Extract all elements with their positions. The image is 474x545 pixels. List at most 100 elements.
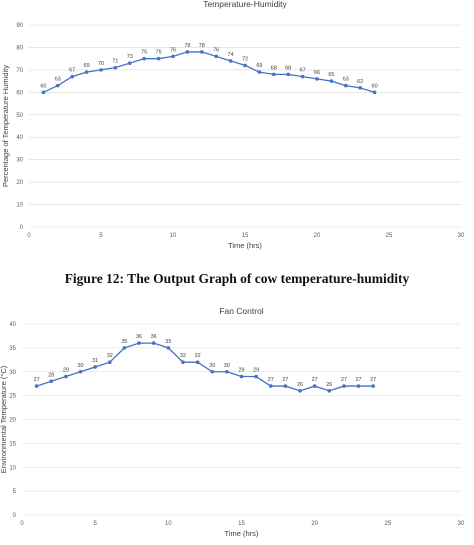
chart-0-data-label: 69 bbox=[256, 63, 262, 69]
chart-1-data-label: 27 bbox=[356, 377, 362, 383]
chart-0-data-point bbox=[358, 86, 363, 90]
chart-0-data-point bbox=[257, 70, 262, 74]
temperature-humidity-plot: Temperature-Humidity 0 10 20 30 40 50 60 70 80 90 0… bbox=[1, 0, 465, 250]
chart-0-data-point bbox=[228, 59, 233, 63]
figure-caption: Figure 12: The Output Graph of cow tempe… bbox=[64, 271, 410, 286]
chart-1-data-point bbox=[239, 374, 244, 379]
chart-1-x-axis-label: Time (hrs) bbox=[225, 529, 259, 538]
chart-0-data-point bbox=[185, 50, 190, 54]
chart-1-data-point bbox=[225, 369, 229, 374]
chart-0-data-label: 71 bbox=[112, 59, 118, 65]
chart-0-y-axis-label: Percentage of Temperature Humidity bbox=[1, 65, 10, 187]
chart-1-data-label: 27 bbox=[312, 377, 318, 383]
chart-0-data-point bbox=[300, 74, 305, 79]
chart-0-y-tick-label: 30 bbox=[16, 158, 23, 164]
chart-0-data-label: 63 bbox=[343, 77, 349, 83]
chart-0-data-label: 60 bbox=[372, 83, 378, 89]
chart-0-data-label: 75 bbox=[141, 50, 147, 56]
chart-0-data-label: 76 bbox=[213, 47, 219, 53]
chart-1-data-point bbox=[371, 384, 376, 388]
chart-1-data-label: 27 bbox=[268, 377, 274, 383]
chart-0-series-line bbox=[43, 51, 375, 93]
chart-0-x-tick-label: 10 bbox=[170, 233, 177, 239]
chart-0-y-tick-label: 10 bbox=[16, 203, 23, 209]
chart-1-data-point bbox=[283, 384, 288, 388]
chart-0-data-label: 73 bbox=[127, 54, 133, 60]
chart-1-y-tick-label: 25 bbox=[9, 394, 16, 400]
chart-0-data-point bbox=[344, 83, 348, 88]
chart-0-data-point bbox=[214, 54, 218, 59]
chart-1-data-label: 35 bbox=[165, 339, 171, 345]
chart-0-data-point bbox=[286, 72, 291, 77]
chart-0-x-axis-label: Time (hrs) bbox=[228, 241, 262, 250]
chart-0-data-point bbox=[113, 65, 118, 70]
chart-1-data-label: 27 bbox=[370, 377, 376, 383]
chart-1-data-label: 30 bbox=[224, 363, 230, 369]
chart-1-data-label: 29 bbox=[63, 368, 69, 374]
chart-1-data-label: 26 bbox=[326, 382, 332, 388]
fan-control-chart: Fan Control 0 5 10 15 20 25 30 35 40 0 5 10 15 20 25 30 T… bbox=[0, 300, 474, 545]
chart-1-data-label: 26 bbox=[297, 382, 303, 388]
chart-1-data-label: 32 bbox=[195, 353, 201, 359]
chart-1-data-label: 31 bbox=[92, 358, 98, 364]
chart-1-data-point bbox=[254, 374, 258, 379]
chart-1-data-label: 36 bbox=[151, 334, 157, 340]
chart-1-y-tick-label: 10 bbox=[9, 465, 16, 471]
chart-0-y-tick-label: 60 bbox=[16, 90, 23, 96]
chart-1-data-label: 30 bbox=[77, 363, 83, 369]
chart-0-data-point bbox=[70, 74, 74, 79]
chart-1-data-point bbox=[108, 360, 112, 364]
chart-0-data-label: 78 bbox=[199, 43, 205, 49]
chart-0-data-label: 70 bbox=[98, 61, 104, 67]
chart-0-y-tick-label: 70 bbox=[16, 68, 23, 74]
chart-0-data-label: 68 bbox=[285, 65, 291, 71]
chart-1-data-label: 28 bbox=[48, 372, 54, 378]
chart-1-data-label: 27 bbox=[34, 377, 40, 383]
chart-0-data-label: 60 bbox=[40, 83, 46, 89]
chart-1-data-point bbox=[356, 384, 361, 388]
chart-0-data-point bbox=[243, 63, 247, 68]
chart-1-y-tick-label: 5 bbox=[13, 489, 17, 495]
chart-0-data-label: 72 bbox=[242, 56, 248, 62]
chart-0-data-point bbox=[41, 90, 46, 95]
chart-0-data-label: 67 bbox=[300, 68, 306, 74]
chart-0-y-tick-label: 0 bbox=[20, 225, 24, 231]
chart-1-data-label: 32 bbox=[107, 353, 113, 359]
chart-0-data-point bbox=[372, 90, 377, 95]
chart-0-data-point bbox=[99, 68, 103, 72]
fan-control-plot: Fan Control 0 5 10 15 20 25 30 35 40 0 5 10 15 20 25 30 T… bbox=[0, 306, 465, 538]
chart-1-data-label: 29 bbox=[253, 368, 259, 374]
chart-1-y-tick-label: 20 bbox=[9, 418, 16, 424]
chart-1-data-point bbox=[195, 360, 200, 364]
chart-1-x-tick-label: 0 bbox=[20, 521, 24, 527]
chart-0-data-point bbox=[315, 77, 319, 81]
chart-1-data-label: 27 bbox=[282, 377, 288, 383]
chart-0-data-label: 69 bbox=[84, 63, 90, 69]
chart-1-x-tick-label: 5 bbox=[93, 521, 97, 527]
chart-1-data-label: 35 bbox=[121, 339, 127, 345]
chart-1-y-tick-label: 15 bbox=[9, 441, 16, 447]
chart-0-data-label: 62 bbox=[357, 79, 363, 85]
chart-1-data-point bbox=[49, 379, 54, 384]
chart-0-data-label: 76 bbox=[170, 47, 176, 53]
chart-1-data-label: 29 bbox=[238, 368, 244, 374]
chart-0-y-tick-label: 80 bbox=[16, 45, 23, 51]
chart-0-y-tick-label: 90 bbox=[16, 23, 23, 29]
chart-0-data-point bbox=[128, 61, 132, 65]
chart-0-x-tick-label: 25 bbox=[386, 233, 393, 239]
chart-0-data-label: 78 bbox=[184, 43, 190, 49]
chart-1-series-line bbox=[36, 342, 374, 392]
chart-1-data-label: 27 bbox=[341, 377, 347, 383]
chart-0-data-point bbox=[329, 79, 334, 83]
chart-1-data-point bbox=[34, 384, 39, 388]
chart-0-x-tick-label: 15 bbox=[242, 233, 249, 239]
chart-1-x-tick-label: 20 bbox=[311, 521, 318, 527]
chart-0-y-tick-label: 20 bbox=[16, 180, 23, 186]
chart-0-data-label: 68 bbox=[271, 65, 277, 71]
chart-0-data-point bbox=[272, 72, 276, 77]
chart-1-data-point bbox=[312, 384, 317, 388]
chart-0-data-label: 66 bbox=[314, 70, 320, 76]
chart-1-data-point bbox=[78, 369, 83, 374]
temperature-humidity-chart: Temperature-Humidity 0 10 20 30 40 50 60 70 80 90 0… bbox=[0, 0, 474, 262]
chart-1-data-label: 32 bbox=[180, 353, 186, 359]
